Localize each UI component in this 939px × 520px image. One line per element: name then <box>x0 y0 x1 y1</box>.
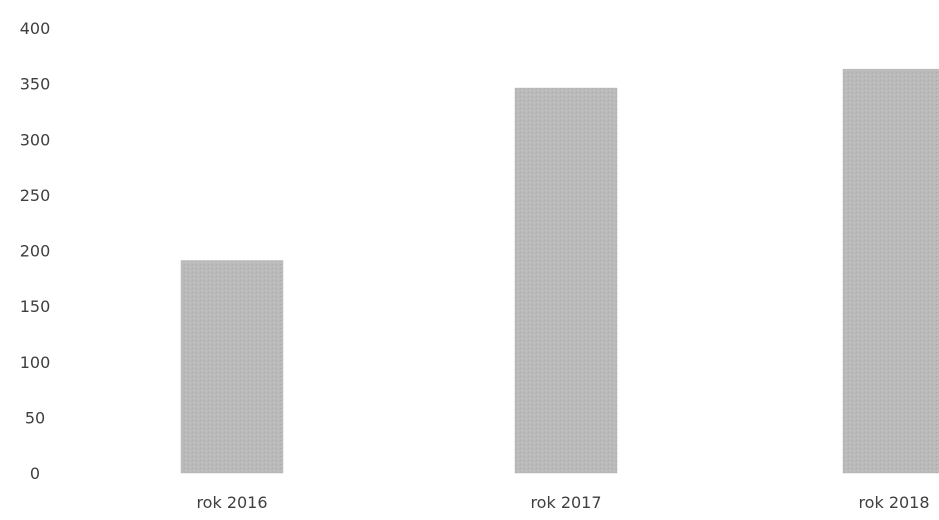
y-tick-label: 250 <box>20 186 51 205</box>
bars-group <box>180 68 939 474</box>
y-axis: 0 50 100 150 200 250 300 350 400 <box>20 19 51 483</box>
y-tick-label: 300 <box>20 130 51 149</box>
bar-rok-2017 <box>514 87 618 474</box>
bar-rok-2016 <box>180 260 284 474</box>
y-tick-label: 100 <box>20 353 51 372</box>
bar-rok-2018 <box>842 68 939 474</box>
x-axis: rok 2016 rok 2017 rok 2018 <box>196 493 929 512</box>
x-category-label: rok 2017 <box>530 493 601 512</box>
x-category-label: rok 2016 <box>196 493 267 512</box>
y-tick-label: 200 <box>20 242 51 261</box>
y-tick-label: 350 <box>20 75 51 94</box>
x-category-label: rok 2018 <box>858 493 929 512</box>
y-tick-label: 400 <box>20 19 51 38</box>
y-tick-label: 0 <box>30 464 40 483</box>
y-tick-label: 50 <box>25 408 45 427</box>
y-tick-label: 150 <box>20 297 51 316</box>
